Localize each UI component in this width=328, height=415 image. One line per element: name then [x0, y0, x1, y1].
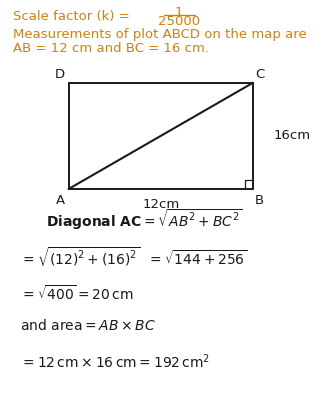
Text: 25000: 25000: [158, 15, 200, 28]
Text: $= \sqrt{(12)^2 + (16)^2}\ \ = \sqrt{144 + 256}$: $= \sqrt{(12)^2 + (16)^2}\ \ = \sqrt{144…: [20, 246, 247, 269]
Text: 12cm: 12cm: [142, 198, 179, 211]
Text: $= 12\,\mathrm{cm} \times 16\,\mathrm{cm} = 192\,\mathrm{cm}^2$: $= 12\,\mathrm{cm} \times 16\,\mathrm{cm…: [20, 352, 210, 371]
Text: D: D: [55, 68, 65, 81]
Text: A: A: [56, 194, 65, 207]
Text: 1: 1: [174, 6, 183, 19]
Text: $\mathrm{and\ area} = AB \times BC$: $\mathrm{and\ area} = AB \times BC$: [20, 318, 156, 333]
Text: C: C: [255, 68, 264, 81]
Text: B: B: [255, 194, 264, 207]
Text: 16cm: 16cm: [274, 129, 311, 142]
Text: Measurements of plot ABCD on the map are: Measurements of plot ABCD on the map are: [13, 28, 307, 41]
Text: AB = 12 cm and BC = 16 cm.: AB = 12 cm and BC = 16 cm.: [13, 42, 209, 54]
Bar: [69, 83, 253, 189]
Text: Scale factor (k) =: Scale factor (k) =: [13, 10, 134, 23]
Text: $\mathbf{Diagonal\ AC} = \sqrt{AB^2 + BC^2}$: $\mathbf{Diagonal\ AC} = \sqrt{AB^2 + BC…: [46, 208, 242, 232]
Text: $= \sqrt{400} = 20\,\mathrm{cm}$: $= \sqrt{400} = 20\,\mathrm{cm}$: [20, 284, 133, 303]
